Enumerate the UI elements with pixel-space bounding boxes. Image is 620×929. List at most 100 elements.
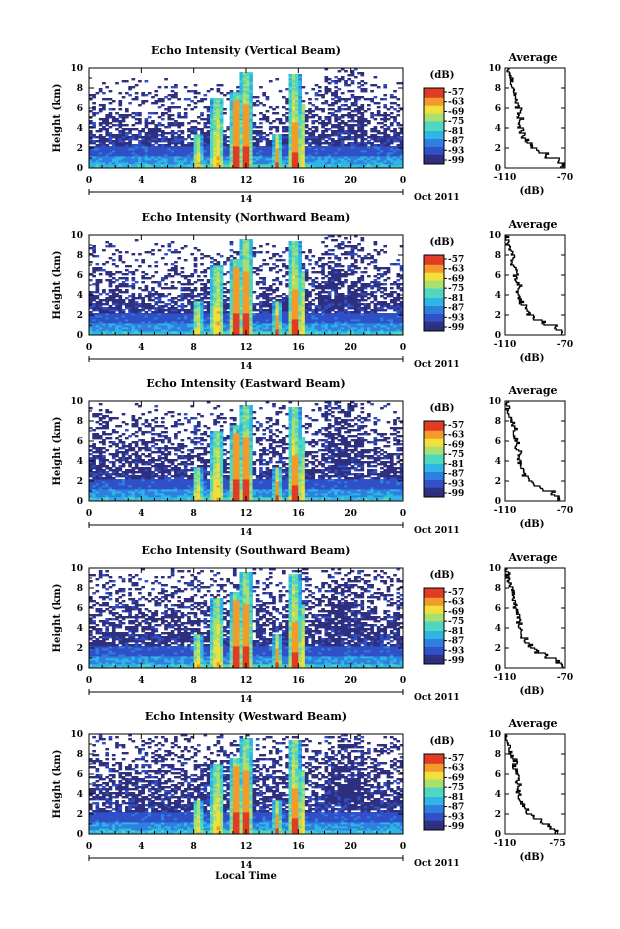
heatmap-cell (239, 106, 244, 109)
heatmap-cell (399, 162, 404, 165)
heatmap-cell (396, 164, 401, 167)
heatmap-cell (121, 138, 126, 141)
heatmap-cell (347, 156, 352, 159)
heatmap-cell (210, 333, 214, 336)
heatmap-cell (396, 144, 401, 147)
heatmap-cell (285, 303, 289, 306)
heatmap-cell (193, 154, 198, 157)
heatmap-cell (278, 150, 283, 153)
heatmap-cell (304, 275, 309, 278)
heatmap-cell (367, 150, 371, 153)
heatmap-cell (383, 160, 388, 163)
heatmap-cell (226, 303, 231, 306)
heatmap-cell (187, 281, 191, 284)
heatmap-cell (262, 114, 267, 117)
heatmap-cell (219, 126, 224, 129)
heatmap-cell (226, 291, 231, 294)
heatmap-cell (317, 116, 322, 119)
heatmap-cell (265, 150, 270, 153)
heatmap-cell (272, 144, 276, 147)
heatmap-cell (203, 118, 208, 121)
heatmap-cell (265, 120, 270, 123)
heatmap-cell (183, 160, 188, 163)
heatmap-cell (308, 263, 312, 266)
heatmap-cell (216, 313, 221, 316)
heatmap-cell (353, 76, 358, 79)
heatmap-cell (216, 293, 221, 296)
heatmap-cell (164, 136, 168, 139)
heatmap-cell (275, 315, 280, 318)
heatmap-cell (295, 327, 299, 330)
heatmap-cell (301, 323, 306, 326)
heatmap-cell (115, 285, 119, 288)
heatmap-cell (321, 96, 325, 99)
heatmap-cell (219, 289, 224, 292)
heatmap-cell (193, 156, 198, 159)
heatmap-cell (115, 323, 119, 326)
heatmap-cell (223, 263, 227, 266)
heatmap-cell (144, 289, 149, 292)
heatmap-cell (177, 124, 181, 127)
heatmap-cell (151, 162, 155, 165)
heatmap-cell (232, 104, 237, 107)
heatmap-cell (246, 118, 250, 121)
heatmap-cell (213, 136, 217, 139)
heatmap-cell (111, 162, 116, 165)
heatmap-cell (174, 319, 178, 322)
heatmap-cell (298, 243, 302, 246)
heatmap-cell (115, 299, 119, 302)
heatmap-cell (317, 287, 322, 290)
heatmap-cell (239, 313, 244, 316)
heatmap-cell (334, 96, 338, 99)
heatmap-cell (219, 124, 224, 127)
heatmap-cell (174, 138, 178, 141)
heatmap-cell (295, 307, 299, 310)
heatmap-cell (386, 108, 391, 111)
heatmap-cell (259, 134, 263, 137)
heatmap-cell (295, 96, 299, 99)
heatmap-cell (255, 331, 260, 334)
heatmap-cell (102, 291, 106, 294)
heatmap-cell (115, 319, 119, 322)
heatmap-cell (291, 84, 296, 87)
heatmap-cell (265, 110, 270, 113)
heatmap-cell (229, 327, 234, 330)
heatmap-cell (324, 124, 329, 127)
heatmap-cell (131, 150, 136, 153)
heatmap-cell (118, 297, 123, 300)
heatmap-cell (252, 321, 257, 324)
average-y-tick-label: 2 (495, 144, 501, 154)
heatmap-cell (95, 331, 100, 334)
heatmap-cell (167, 124, 172, 127)
heatmap-cell (295, 243, 299, 246)
heatmap-cell (340, 76, 345, 79)
heatmap-cell (239, 293, 244, 296)
heatmap-cell (301, 160, 306, 163)
heatmap-cell (275, 154, 280, 157)
heatmap-cell (174, 249, 178, 252)
heatmap-cell (157, 317, 162, 320)
heatmap-cell (363, 166, 368, 169)
heatmap-cell (317, 94, 322, 97)
heatmap-cell (314, 106, 319, 109)
heatmap-cell (327, 128, 332, 131)
heatmap-cell (399, 158, 404, 161)
heatmap-cell (246, 78, 250, 81)
heatmap-cell (229, 94, 234, 97)
heatmap-cell (121, 261, 126, 264)
heatmap-cell (275, 321, 280, 324)
heatmap-cell (160, 152, 165, 155)
heatmap-cell (157, 283, 162, 286)
heatmap-cell (196, 315, 201, 318)
heatmap-cell (193, 287, 198, 290)
heatmap-cell (324, 140, 329, 143)
heatmap-cell (206, 309, 211, 312)
heatmap-cell (180, 297, 185, 300)
heatmap-cell (203, 333, 208, 336)
heatmap-cell (206, 150, 211, 153)
heatmap-cell (115, 325, 119, 328)
heatmap-cell (170, 134, 175, 137)
heatmap-cell (177, 116, 181, 119)
heatmap-cell (389, 136, 394, 139)
heatmap-cell (239, 164, 244, 167)
